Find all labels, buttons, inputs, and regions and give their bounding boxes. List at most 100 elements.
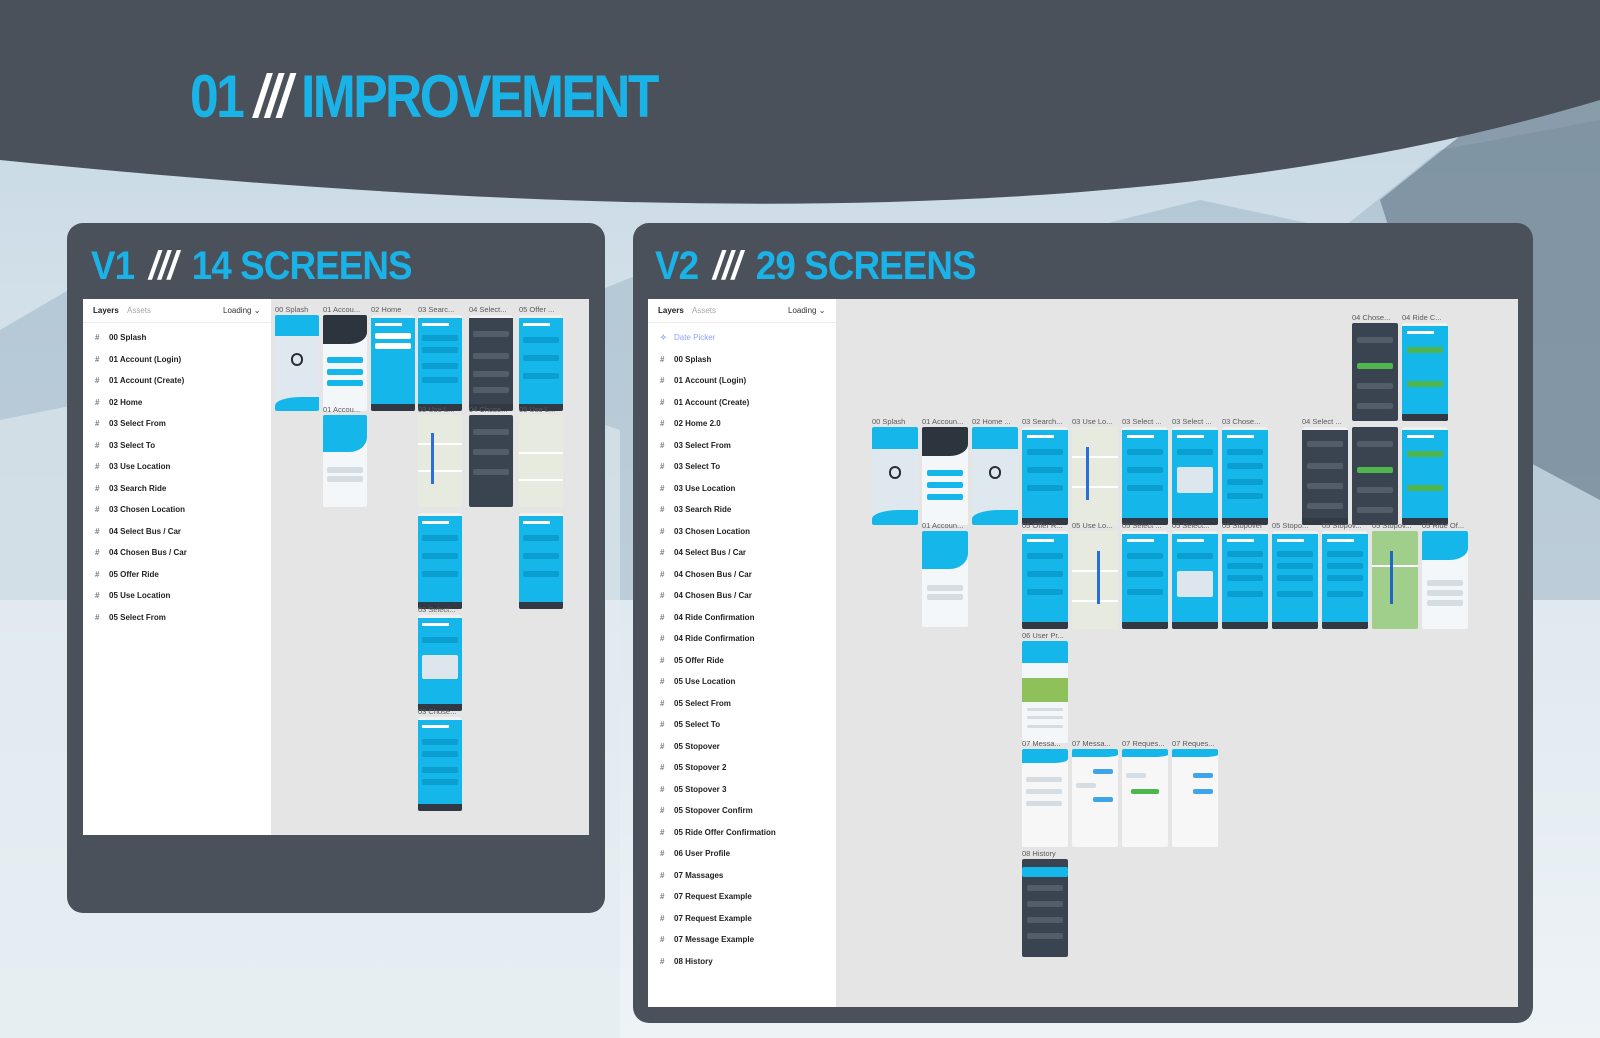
screen-stopover-confirm[interactable] — [1372, 531, 1418, 629]
layer-item[interactable]: #07 Massages — [660, 870, 724, 880]
screen-home[interactable] — [371, 315, 415, 411]
layer-item[interactable]: #05 Use Location — [95, 591, 171, 600]
screen-chosen-bus[interactable] — [469, 415, 513, 507]
screen-chosen-bus-2[interactable] — [1352, 427, 1398, 525]
layer-item[interactable]: #07 Message Example — [660, 935, 755, 944]
layer-item[interactable]: #03 Search Ride — [95, 483, 167, 493]
layer-item[interactable]: #01 Account (Create) — [95, 376, 185, 385]
layer-item[interactable]: #07 Request Example — [660, 913, 752, 923]
screen-offer-ride[interactable] — [519, 315, 563, 411]
layer-item[interactable]: #05 Use Location — [660, 677, 736, 686]
screen-stopover-2[interactable] — [1272, 531, 1318, 629]
v2-assets-tab[interactable]: Assets — [692, 306, 717, 315]
layer-item[interactable]: #03 Use Location — [660, 483, 736, 493]
layer-item[interactable]: #05 Select To — [660, 720, 721, 729]
layer-item[interactable]: #00 Splash — [660, 354, 712, 364]
layer-item[interactable]: #05 Select From — [95, 612, 166, 622]
layer-item[interactable]: #04 Chosen Bus / Car — [660, 569, 752, 579]
screen-select-to[interactable] — [1172, 427, 1218, 525]
screen-offer-use-location[interactable] — [1072, 531, 1118, 629]
screen-use-location[interactable] — [418, 415, 462, 507]
v2-canvas[interactable]: 04 Chose... 04 Ride C... 00 Splash 01 Ac… — [836, 299, 1518, 1007]
v1-canvas[interactable]: 00 Splash 01 Accou... 02 Home 03 Searc..… — [271, 299, 589, 835]
layer-item[interactable]: #08 History — [660, 956, 713, 966]
layer-item[interactable]: #05 Stopover 3 — [660, 784, 727, 794]
layer-item[interactable]: #03 Use Location — [95, 462, 171, 471]
v1-page-dropdown[interactable]: Loading ⌄ — [223, 306, 261, 315]
screen-search-ride[interactable] — [1022, 427, 1068, 525]
screen-message-example[interactable] — [1072, 749, 1118, 847]
layer-item[interactable]: #00 Splash — [95, 333, 147, 342]
layer-item[interactable]: #05 Stopover 2 — [660, 763, 727, 772]
layer-item[interactable]: #05 Offer Ride — [660, 655, 724, 665]
frame-label: 05 Ride Of... — [1422, 521, 1465, 530]
screen-create-account[interactable] — [323, 315, 367, 411]
layer-item[interactable]: #04 Select Bus / Car — [660, 548, 747, 557]
screen-stopover[interactable] — [1222, 531, 1268, 629]
layer-item[interactable]: #04 Select Bus / Car — [95, 526, 182, 536]
screen-offer-use-location[interactable] — [519, 415, 563, 507]
screen-ride-confirmation-2[interactable] — [1402, 427, 1448, 525]
screen-user-profile[interactable] — [1022, 641, 1068, 743]
screen-splash[interactable] — [275, 315, 319, 411]
layer-item[interactable]: #03 Select To — [95, 440, 156, 450]
screen-home-2[interactable] — [972, 427, 1018, 525]
v2-figma-window: Layers Assets Loading ⌄ ✧ Date Picker #00… — [648, 299, 1518, 1007]
layer-item-active[interactable]: ✧ Date Picker — [660, 333, 716, 342]
layer-item[interactable]: #03 Chosen Location — [95, 505, 186, 514]
screen-offer-select-from[interactable] — [519, 513, 563, 609]
screen-ride-offer-confirmation[interactable] — [1422, 531, 1468, 629]
screen-request-example-2[interactable] — [1172, 749, 1218, 847]
layer-item[interactable]: #04 Ride Confirmation — [660, 634, 755, 643]
layer-item[interactable]: #03 Select From — [660, 440, 731, 450]
layer-item[interactable]: #01 Account (Create) — [660, 397, 750, 407]
screen-select-to[interactable] — [418, 615, 462, 711]
screen-splash[interactable] — [872, 427, 918, 525]
screen-chosen-location[interactable] — [1222, 427, 1268, 525]
layer-item[interactable]: #05 Stopover — [660, 741, 720, 751]
frame-label: 04 Select... — [469, 305, 507, 314]
screen-select-from[interactable] — [418, 513, 462, 609]
screen-select-bus[interactable] — [469, 315, 513, 411]
screen-use-location[interactable] — [1072, 427, 1118, 525]
layer-item[interactable]: #05 Stopover Confirm — [660, 806, 753, 815]
frame-label: 02 Home ... — [972, 417, 1011, 426]
layer-item[interactable]: #06 User Profile — [660, 849, 731, 858]
layer-item[interactable]: #03 Select From — [95, 419, 166, 428]
screen-offer-select-from[interactable] — [1122, 531, 1168, 629]
v1-layers-tab[interactable]: Layers — [93, 306, 119, 315]
screen-search[interactable] — [418, 315, 462, 411]
screen-login[interactable] — [922, 531, 968, 627]
screen-history[interactable] — [1022, 859, 1068, 957]
screen-ride-confirmation[interactable] — [1402, 323, 1448, 421]
screen-create-account[interactable] — [922, 427, 968, 525]
layer-item[interactable]: #04 Ride Confirmation — [660, 612, 755, 622]
layer-item[interactable]: #05 Select From — [660, 698, 731, 708]
layer-item[interactable]: #05 Ride Offer Confirmation — [660, 827, 776, 837]
screen-chosen-bus[interactable] — [1352, 323, 1398, 421]
layer-item[interactable]: #04 Chosen Bus / Car — [660, 591, 752, 600]
layer-item[interactable]: #02 Home — [95, 397, 143, 407]
layer-item[interactable]: #04 Chosen Bus / Car — [95, 548, 187, 557]
screen-select-from[interactable] — [1122, 427, 1168, 525]
layer-item[interactable]: #03 Search Ride — [660, 505, 732, 514]
layer-item[interactable]: #02 Home 2.0 — [660, 419, 721, 428]
screen-offer-select-to[interactable] — [1172, 531, 1218, 629]
layer-item[interactable]: #03 Chosen Location — [660, 526, 751, 536]
v2-title: V2 /// 29 SCREENS — [655, 243, 977, 289]
v2-layers-tab[interactable]: Layers — [658, 306, 684, 315]
layer-item[interactable]: #03 Select To — [660, 462, 721, 471]
layer-item[interactable]: #07 Request Example — [660, 892, 752, 901]
screen-messages[interactable] — [1022, 749, 1068, 847]
layer-item[interactable]: #01 Account (Login) — [660, 376, 747, 385]
layer-item[interactable]: #01 Account (Login) — [95, 354, 182, 364]
screen-chosen-location[interactable] — [418, 717, 462, 811]
screen-request-example[interactable] — [1122, 749, 1168, 847]
v1-assets-tab[interactable]: Assets — [127, 306, 152, 315]
screen-select-bus[interactable] — [1302, 427, 1348, 525]
screen-offer-ride[interactable] — [1022, 531, 1068, 629]
screen-stopover-3[interactable] — [1322, 531, 1368, 629]
v2-page-dropdown[interactable]: Loading ⌄ — [788, 306, 826, 315]
layer-item[interactable]: #05 Offer Ride — [95, 569, 159, 579]
screen-login[interactable] — [323, 415, 367, 507]
